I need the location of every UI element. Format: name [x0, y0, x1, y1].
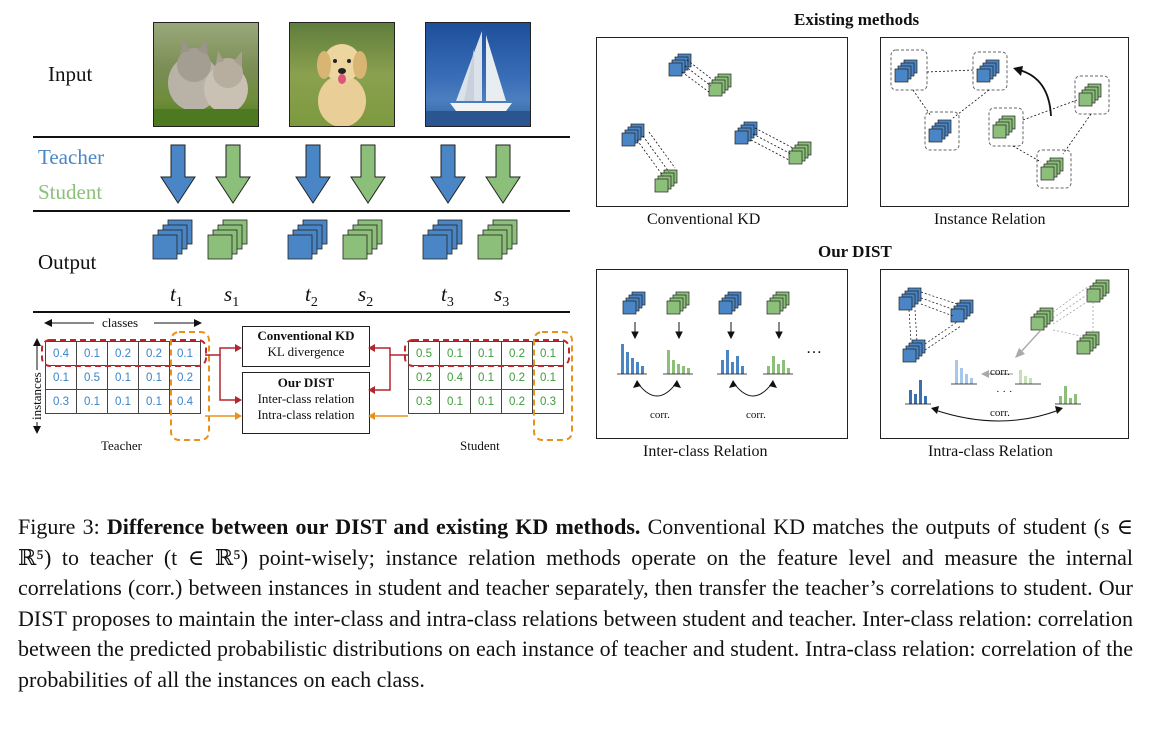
- output-symbol-s2: s2: [358, 282, 374, 311]
- output-symbol-t2: t2: [305, 282, 318, 311]
- dist-box-title: Our DIST: [277, 375, 335, 390]
- intra-class-diagram: [898, 279, 1110, 422]
- output-stacks: [152, 219, 518, 260]
- classes-label: classes: [102, 315, 139, 330]
- student-cell: 0.2: [408, 365, 440, 390]
- student-row: 0.3 0.1 0.1 0.2 0.3: [408, 389, 564, 414]
- model-arrows: [160, 144, 521, 204]
- output-symbol-t1: t1: [170, 282, 183, 311]
- output-symbol-t3: t3: [441, 282, 454, 311]
- inter-class-diagram: [617, 291, 793, 397]
- our-dist-title: Our DIST: [818, 242, 892, 261]
- conventional-kd-box-sub: KL divergence: [267, 344, 345, 359]
- figure-caption: Figure 3: Difference between our DIST an…: [18, 512, 1133, 695]
- teacher-table-label: Teacher: [101, 438, 142, 453]
- teacher-cell: 0.1: [76, 389, 108, 414]
- teacher-cell: 0.1: [138, 389, 170, 414]
- connector-arrows: [205, 344, 408, 420]
- intra-class-ellipsis: · · ·: [996, 386, 1013, 398]
- intra-class-panel: [880, 269, 1129, 439]
- teacher-row: 0.3 0.1 0.1 0.1 0.4: [45, 389, 201, 414]
- intra-class-corr-label-2: corr.: [990, 407, 1010, 419]
- dog-image: [289, 22, 395, 127]
- output-label: Output: [38, 250, 97, 274]
- instance-relation-caption: Instance Relation: [934, 211, 1046, 228]
- caption-prefix: Figure 3:: [18, 514, 107, 539]
- inter-class-corr-label-2: corr.: [746, 409, 766, 421]
- student-label: Student: [38, 180, 103, 204]
- teacher-highlights: [41, 331, 210, 441]
- student-table-label: Student: [460, 438, 500, 453]
- dist-box-line1: Inter-class relation: [257, 391, 355, 406]
- conventional-kd-box-title: Conventional KD: [257, 328, 355, 343]
- cats-image: [153, 22, 259, 127]
- intra-class-caption: Intra-class Relation: [928, 443, 1053, 460]
- teacher-cell: 0.1: [169, 341, 201, 366]
- inter-class-panel: [596, 269, 848, 439]
- dist-box-line2: Intra-class relation: [257, 407, 355, 422]
- teacher-cell: 0.2: [138, 341, 170, 366]
- instance-relation-diagram: [890, 49, 1110, 189]
- output-symbol-s3: s3: [494, 282, 510, 311]
- conventional-kd-panel: [596, 37, 848, 207]
- caption-bold: Difference between our DIST and existing…: [106, 514, 641, 539]
- conventional-kd-diagram: [621, 53, 812, 193]
- student-cell: 0.4: [439, 365, 471, 390]
- output-symbol-s1: s1: [224, 282, 240, 311]
- divider-1: [33, 136, 570, 138]
- teacher-row: 0.1 0.5 0.1 0.1 0.2: [45, 365, 201, 390]
- classes-arrow: [44, 319, 202, 327]
- teacher-cell: 0.2: [107, 341, 139, 366]
- student-cell: 0.1: [439, 341, 471, 366]
- teacher-label: Teacher: [38, 145, 105, 169]
- sailboat-image: [425, 22, 531, 127]
- inter-class-corr-label-1: corr.: [650, 409, 670, 421]
- inter-class-ellipsis: …: [806, 340, 822, 357]
- teacher-table: 0.4 0.1 0.2 0.2 0.1 0.1 0.5 0.1 0.1 0.2 …: [45, 341, 201, 414]
- dist-box: Our DIST Inter-class relation Intra-clas…: [242, 372, 370, 434]
- student-table: 0.5 0.1 0.1 0.2 0.1 0.2 0.4 0.1 0.2 0.1 …: [408, 341, 564, 414]
- caption-text: Conventional KD matches the outputs of s…: [18, 514, 1133, 692]
- inter-class-caption: Inter-class Relation: [643, 443, 768, 460]
- student-row: 0.2 0.4 0.1 0.2 0.1: [408, 365, 564, 390]
- intra-class-corr-label-1: corr.: [990, 366, 1010, 378]
- input-label: Input: [48, 62, 93, 86]
- divider-2: [33, 210, 570, 212]
- existing-methods-title: Existing methods: [794, 10, 920, 29]
- conventional-kd-box: Conventional KD KL divergence: [242, 326, 370, 367]
- student-cell: 0.5: [408, 341, 440, 366]
- conventional-kd-caption: Conventional KD: [647, 211, 761, 228]
- teacher-cell: 0.1: [45, 365, 77, 390]
- teacher-cell: 0.1: [107, 365, 139, 390]
- divider-3: [33, 311, 570, 313]
- student-highlights: [404, 331, 573, 441]
- instance-relation-panel: [880, 37, 1129, 207]
